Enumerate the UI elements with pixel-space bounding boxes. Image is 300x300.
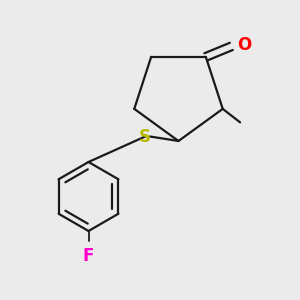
Text: S: S [139, 128, 151, 146]
Text: O: O [237, 37, 251, 55]
Text: F: F [83, 247, 94, 265]
